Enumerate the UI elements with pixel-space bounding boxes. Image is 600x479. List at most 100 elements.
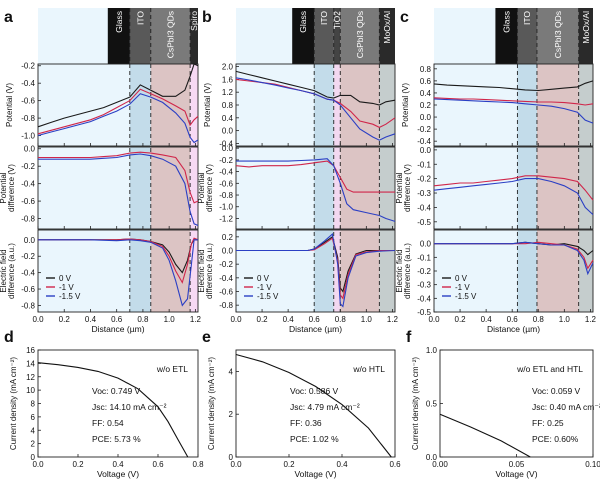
x-tick-label: 0.0 (230, 315, 242, 324)
y-tick-label: -0.6 (21, 197, 35, 206)
layer-region-ito (517, 8, 537, 312)
y-axis-label: Potential (V) (203, 83, 212, 127)
y-tick-label: 0.4 (222, 114, 234, 123)
layer-label: ITO (319, 11, 329, 25)
y-axis-label-line2: difference (V) (403, 164, 412, 212)
y-tick-label: -0.8 (21, 114, 35, 123)
x-tick-label: 0.8 (335, 315, 347, 324)
metric-annotation: PCE: 0.60% (532, 434, 579, 444)
jv-curve (37, 362, 189, 458)
series-line--1.5V (235, 77, 396, 141)
x-axis-label: Voltage (V) (294, 469, 336, 479)
layer-region-ito (129, 8, 151, 312)
x-axis-label: Voltage (V) (495, 469, 537, 479)
y-tick-label: 0.8 (222, 101, 234, 110)
y-tick-label: -0.2 (219, 156, 233, 165)
jv-curve (235, 353, 392, 458)
series-line-0V (235, 70, 396, 106)
panel-letter: a (4, 9, 13, 26)
legend-label: 0 V (59, 274, 72, 283)
panel-title: w/o ETL and HTL (516, 364, 583, 374)
series-line--1.5V (236, 158, 396, 222)
y-axis-label: Current density (mA cm⁻²) (9, 357, 18, 450)
y-tick-label: 0.5 (426, 400, 438, 409)
layer-label: ITO (135, 11, 145, 25)
x-tick-label: 0.6 (152, 460, 164, 469)
layer-region-ito (314, 8, 334, 312)
y-tick-label: -1.2 (219, 214, 233, 223)
y-tick-label: 0.0 (222, 144, 234, 153)
x-axis-label: Voltage (V) (97, 469, 139, 479)
series-line--1.5V (38, 153, 199, 227)
row-0: 0.8 0.6 0.4 0.2 0.0 -0.2 -0.4 Potential (V) (401, 63, 594, 147)
y-tick-label: 1.6 (222, 75, 234, 84)
y-tick-label: 16 (26, 346, 35, 355)
y-tick-label: 0.6 (420, 77, 432, 86)
x-tick-label: 1.2 (190, 315, 202, 324)
y-tick-label: -0.4 (219, 139, 233, 148)
metric-annotation: FF: 0.25 (532, 418, 564, 428)
layer-region-moox (578, 8, 593, 312)
series-line--1V (38, 151, 199, 204)
y-tick-label: -0.4 (21, 79, 35, 88)
strip-ito (314, 8, 334, 64)
panel-letter: f (406, 329, 412, 346)
y-axis-label: Potential (V) (5, 83, 14, 127)
y-axis-label-line2: difference (V) (7, 164, 16, 212)
series-line--1.5V (236, 233, 396, 308)
y-tick-label: 0.4 (420, 89, 432, 98)
y-tick-label: 0.0 (222, 247, 234, 256)
panel-f: f 0.0 0.5 1.0 0.00 0.05 0.10 Voltage (V) Current… (406, 329, 600, 479)
series-line--1V (235, 160, 395, 193)
panel-d: d 0 2 4 6 8 10 12 14 16 0.0 0.2 0.4 0.6 0.8 Voltage (V)… (4, 329, 204, 479)
row-1: 0.0 -0.2 -0.4 -0.6 -0.8 Potential difference (… (0, 145, 199, 230)
y-tick-label: -0.2 (21, 252, 35, 261)
legend-label: -1 V (59, 283, 74, 292)
y-tick-label: 0 (229, 453, 234, 462)
x-axis-label: Distance (µm) (91, 324, 144, 334)
x-tick-label: 0.4 (336, 460, 348, 469)
y-axis-label-line2: difference (a.u.) (205, 243, 214, 299)
metric-annotation: Jsc: 0.40 mA cm⁻² (532, 402, 600, 412)
x-tick-label: 0.10 (585, 460, 600, 469)
layer-label: Glass (298, 11, 308, 33)
x-tick-label: 0.4 (481, 315, 493, 324)
y-tick-label: 0.8 (420, 65, 432, 74)
y-tick-label: 2 (229, 410, 234, 419)
axes-frame (37, 63, 199, 147)
series-line--1.5V (434, 241, 594, 276)
y-tick-label: -0.3 (417, 281, 431, 290)
strip-tio2 (333, 8, 341, 64)
y-tick-label: -0.2 (21, 62, 35, 71)
x-tick-label: 0.0 (32, 460, 44, 469)
layer-region-tio2 (333, 8, 341, 312)
row-2: 0.0 -0.2 -0.4 -0.6 -0.8 Electric field differe… (0, 229, 199, 313)
strip-ito (517, 8, 537, 64)
axes-frame (37, 229, 199, 313)
metric-annotation: PCE: 5.73 % (92, 434, 141, 444)
layer-label: Glass (114, 11, 124, 33)
x-tick-label: 0.8 (192, 460, 204, 469)
strip-ito (129, 8, 151, 64)
y-tick-label: -0.4 (219, 168, 233, 177)
x-tick-label: 0.2 (59, 315, 71, 324)
y-axis-label-line1: Electric field (197, 249, 206, 292)
legend-label: -1 V (257, 283, 272, 292)
metric-annotation: Voc: 0.059 V (532, 386, 581, 396)
layer-label: MoOx/Al (581, 11, 591, 44)
y-tick-label: 2 (31, 440, 36, 449)
axes-frame (235, 349, 396, 458)
x-tick-label: 0.2 (72, 460, 84, 469)
strip-glass-edge (107, 8, 130, 64)
y-tick-label: -0.2 (417, 267, 431, 276)
x-tick-label: 0.6 (389, 460, 401, 469)
y-axis-label-line1: Potential (197, 172, 206, 203)
row-2: 0.2 0.0 -0.2 -0.4 -0.6 -0.8 Electric field diff… (197, 229, 396, 313)
x-tick-label: 0.05 (509, 460, 525, 469)
y-tick-label: 0.0 (222, 127, 234, 136)
series-line--1.5V (433, 178, 594, 216)
layer-label: CsPbI3 QDs (553, 11, 563, 58)
x-tick-label: 1.2 (387, 315, 399, 324)
series-line-0V (433, 80, 594, 92)
